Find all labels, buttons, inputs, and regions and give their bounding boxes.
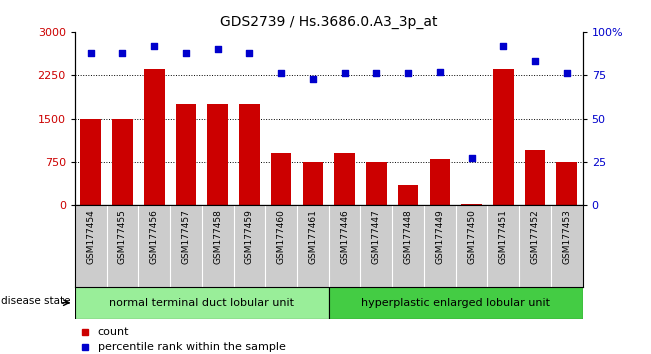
- Bar: [430, 159, 450, 205]
- Bar: [462, 204, 482, 205]
- Point: [562, 71, 572, 76]
- Point: [530, 58, 540, 64]
- Point: [371, 71, 381, 76]
- Bar: [329, 287, 583, 319]
- Text: GSM177451: GSM177451: [499, 209, 508, 264]
- Point: [244, 50, 255, 56]
- Point: [149, 43, 159, 48]
- Bar: [75, 287, 329, 319]
- Bar: [398, 185, 419, 205]
- Text: GSM177449: GSM177449: [436, 209, 445, 264]
- Text: hyperplastic enlarged lobular unit: hyperplastic enlarged lobular unit: [361, 298, 550, 308]
- Text: GSM177447: GSM177447: [372, 209, 381, 264]
- Bar: [335, 153, 355, 205]
- Text: percentile rank within the sample: percentile rank within the sample: [98, 342, 286, 352]
- Bar: [557, 162, 577, 205]
- Point: [435, 69, 445, 75]
- Text: GSM177457: GSM177457: [182, 209, 191, 264]
- Bar: [366, 162, 387, 205]
- Point: [181, 50, 191, 56]
- Point: [498, 43, 508, 48]
- Bar: [81, 119, 101, 205]
- Text: GSM177460: GSM177460: [277, 209, 286, 264]
- Point: [212, 46, 223, 52]
- Bar: [112, 119, 133, 205]
- Text: GSM177459: GSM177459: [245, 209, 254, 264]
- Point: [403, 71, 413, 76]
- Text: GSM177454: GSM177454: [86, 209, 95, 264]
- Text: GSM177452: GSM177452: [531, 209, 540, 264]
- Bar: [303, 162, 323, 205]
- Bar: [493, 69, 514, 205]
- Point: [339, 71, 350, 76]
- Point: [117, 50, 128, 56]
- Text: GSM177446: GSM177446: [340, 209, 349, 264]
- Text: GSM177461: GSM177461: [309, 209, 318, 264]
- Point: [466, 156, 477, 161]
- Point: [276, 71, 286, 76]
- Title: GDS2739 / Hs.3686.0.A3_3p_at: GDS2739 / Hs.3686.0.A3_3p_at: [220, 16, 437, 29]
- Point: [308, 76, 318, 81]
- Bar: [525, 150, 546, 205]
- Bar: [144, 69, 165, 205]
- Text: GSM177450: GSM177450: [467, 209, 476, 264]
- Text: GSM177453: GSM177453: [562, 209, 572, 264]
- Text: GSM177455: GSM177455: [118, 209, 127, 264]
- Bar: [239, 104, 260, 205]
- Text: disease state: disease state: [1, 296, 71, 306]
- Point: [85, 50, 96, 56]
- Bar: [271, 153, 292, 205]
- Text: normal terminal duct lobular unit: normal terminal duct lobular unit: [109, 298, 294, 308]
- Text: GSM177448: GSM177448: [404, 209, 413, 264]
- Bar: [208, 104, 228, 205]
- Bar: [176, 104, 196, 205]
- Text: GSM177456: GSM177456: [150, 209, 159, 264]
- Text: GSM177458: GSM177458: [213, 209, 222, 264]
- Text: count: count: [98, 327, 129, 337]
